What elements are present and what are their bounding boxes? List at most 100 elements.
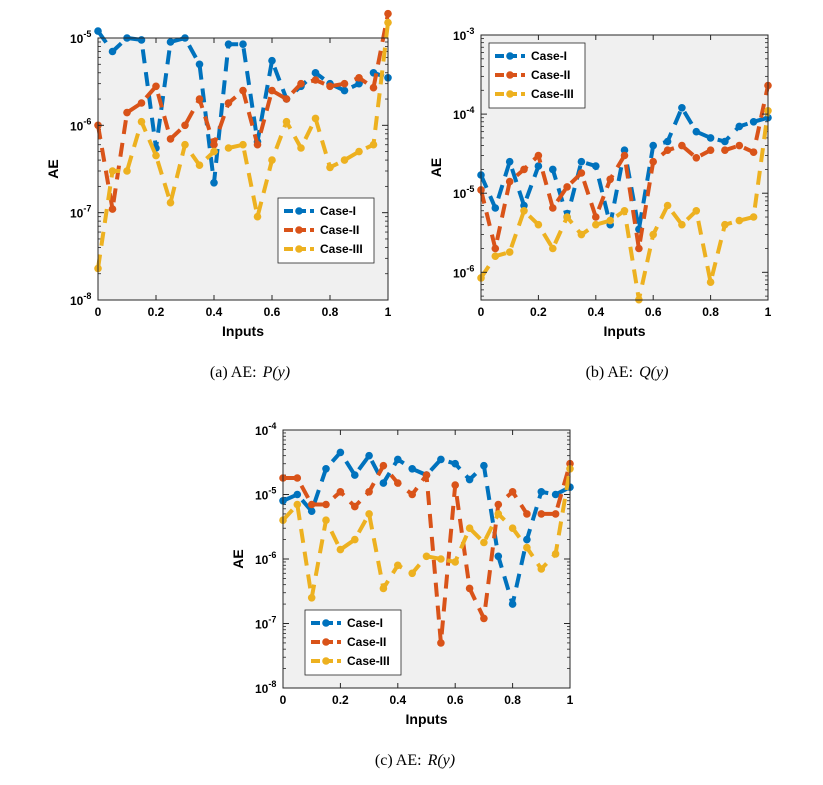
data-point (508, 600, 517, 608)
data-point (307, 594, 316, 602)
data-point (253, 140, 262, 149)
data-point (551, 550, 560, 558)
data-point (268, 56, 276, 65)
y-tick-label: 10-5 (453, 184, 474, 201)
legend-label: Case-I (531, 49, 567, 63)
legend: Case-I Case-II Case-III (277, 197, 375, 264)
data-point (365, 451, 373, 460)
data-point (491, 244, 500, 253)
data-point (224, 144, 233, 152)
series-3 (94, 18, 392, 273)
data-point (297, 144, 305, 152)
data-point (369, 83, 378, 92)
data-point (326, 163, 334, 172)
data-point (322, 500, 330, 509)
data-point (663, 146, 672, 154)
data-point (408, 490, 416, 499)
data-point (537, 488, 546, 496)
data-point (94, 27, 102, 35)
data-point (166, 135, 175, 143)
chart-b-svg: 0 0.2 0.4 0.6 0.8 1 10-6 10-5 10-4 10-3 Inputs AE Ca… (428, 26, 772, 339)
data-point (437, 639, 445, 647)
data-point (437, 555, 445, 563)
legend-swatch-marker (506, 52, 514, 60)
data-point (534, 162, 543, 170)
legend-label: Case-III (531, 87, 574, 101)
data-point (549, 204, 557, 212)
data-point (465, 584, 474, 593)
data-point (520, 165, 528, 174)
data-point (577, 230, 586, 239)
x-tick-label: 0.8 (322, 305, 339, 319)
legend-swatch-marker (295, 226, 303, 234)
legend: Case-I Case-II Case-III (488, 42, 586, 109)
caption-a-function: P(y) (262, 364, 291, 381)
y-tick-label: 10-5 (70, 29, 91, 46)
data-point (253, 212, 262, 221)
x-tick-label: 0.2 (332, 693, 349, 707)
series-2 (94, 9, 392, 213)
data-point (195, 60, 204, 69)
data-point (326, 82, 334, 91)
data-point (505, 177, 514, 186)
axes-box (480, 34, 769, 301)
data-point (166, 198, 175, 207)
series-3 (477, 107, 772, 304)
data-point (224, 40, 233, 48)
data-point (620, 151, 629, 160)
series-2 (477, 81, 772, 253)
x-tick-label: 0.6 (645, 305, 662, 319)
caption-c-label: (c) AE: (374, 752, 422, 769)
x-tick-label: 0.4 (389, 693, 406, 707)
data-point (293, 490, 302, 499)
legend: Case-I Case-II Case-III (304, 609, 402, 676)
data-point (480, 461, 488, 470)
series-3 (279, 465, 574, 602)
data-point (340, 156, 349, 164)
data-point (534, 151, 543, 160)
data-point (224, 99, 233, 107)
data-point (379, 479, 388, 487)
x-tick-label: 0 (478, 305, 485, 319)
caption-b: (b) AE: Q(y) (527, 364, 727, 382)
data-point (721, 137, 729, 146)
data-point (606, 216, 614, 225)
data-point (735, 141, 744, 150)
data-point (195, 161, 204, 169)
chart-panel-b: 0 0.2 0.4 0.6 0.8 1 10-6 10-5 10-4 10-3 Inputs AE Ca… (425, 25, 795, 350)
data-point (336, 448, 345, 457)
data-point (123, 167, 131, 175)
y-tick-label: 10-6 (453, 263, 474, 280)
data-point (663, 137, 672, 146)
data-point (369, 140, 378, 149)
data-point (336, 488, 345, 496)
data-point (293, 500, 302, 509)
caption-a: (a) AE: P(y) (150, 364, 350, 382)
data-point (351, 502, 359, 511)
x-axis-label: Inputs (222, 323, 264, 339)
y-tick-label: 10-8 (255, 679, 276, 696)
data-point (137, 36, 146, 44)
x-tick-label: 0 (280, 693, 287, 707)
data-point (549, 165, 557, 174)
data-point (365, 488, 373, 496)
chart-c-svg: 0 0.2 0.4 0.6 0.8 1 10-8 10-7 10-6 10-5 10-4 Inputs… (230, 421, 574, 727)
y-tick-label: 10-5 (255, 486, 276, 503)
data-point (480, 614, 488, 623)
data-point (311, 69, 320, 77)
y-axis-label: AE (428, 158, 444, 177)
x-axis-label: Inputs (604, 323, 646, 339)
data-point (508, 488, 517, 496)
data-point (108, 205, 117, 213)
data-point (210, 147, 218, 156)
data-point (394, 455, 402, 464)
data-point (239, 40, 247, 48)
data-point (297, 79, 305, 88)
legend-label: Case-III (320, 242, 363, 256)
x-tick-label: 1 (567, 693, 574, 707)
data-point (606, 175, 614, 184)
y-tick-label: 10-6 (70, 116, 91, 133)
data-point (465, 475, 474, 484)
data-point (152, 82, 160, 91)
data-point (735, 122, 744, 131)
